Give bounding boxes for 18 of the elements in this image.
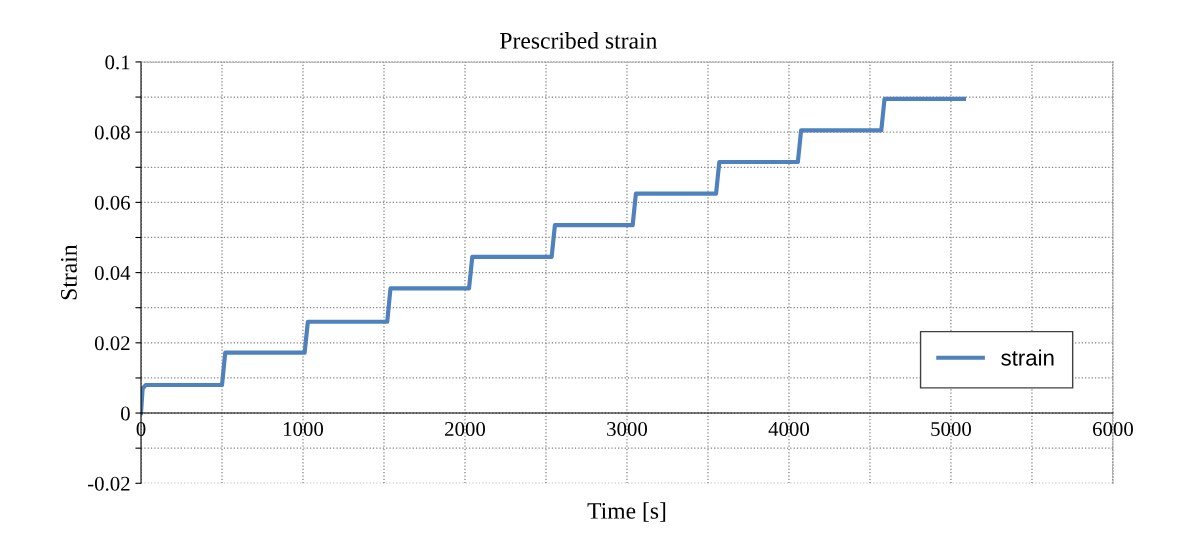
y-tick-label: 0.04 (94, 265, 131, 281)
y-tick-label: 0.08 (94, 125, 130, 140)
line-series (141, 96, 966, 416)
x-tick-label: 2000 (445, 421, 486, 437)
x-tick-label: 5000 (931, 421, 971, 437)
x-tick-label: 4000 (768, 421, 810, 437)
x-tick-label: 3000 (607, 421, 648, 437)
legend-label: strain (1001, 349, 1054, 366)
y-tick-label: 0.1 (105, 55, 130, 70)
chart-title: Prescribed strain (500, 32, 658, 49)
y-tick-label: 0.02 (94, 336, 130, 351)
y-axis-title: Strain (60, 244, 77, 300)
y-tick-label: 0.06 (94, 195, 130, 210)
x-tick-label: 6000 (1093, 421, 1133, 437)
x-axis-title: Time [s] (587, 502, 666, 522)
y-tick-label: -0.02 (87, 476, 130, 491)
x-tick-label: 1000 (284, 421, 324, 437)
y-tick-label: 0 (120, 406, 130, 421)
